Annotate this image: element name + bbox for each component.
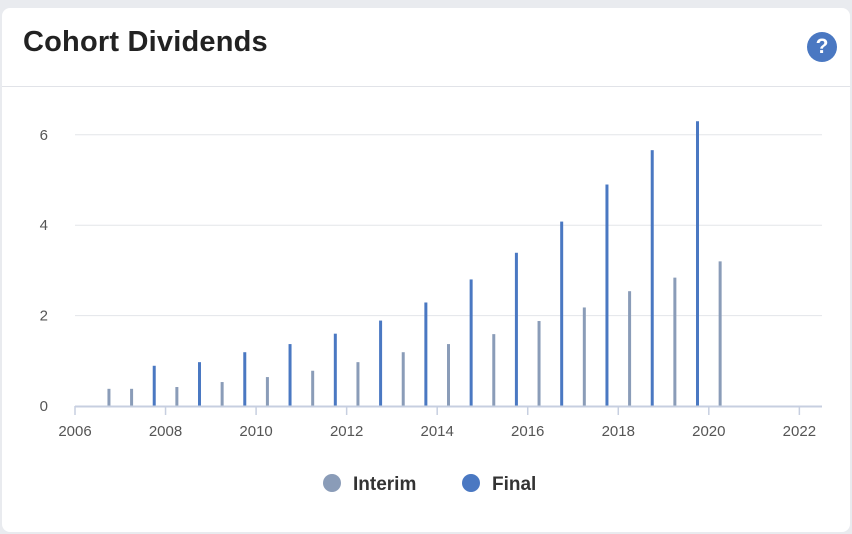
bar-interim (582, 307, 586, 406)
x-axis: 2006 2008 2010 2012 2014 2016 2018 2020 2022 (58, 405, 822, 440)
question-circle-icon[interactable]: ? (807, 32, 837, 62)
bar-final (198, 362, 201, 406)
x-tick-label: 2022 (783, 423, 816, 440)
x-tick-label: 2010 (239, 423, 272, 440)
legend-interim-label[interactable]: Interim (353, 474, 416, 495)
bar-final (469, 279, 473, 406)
bar-final (605, 184, 609, 406)
bar-interim (265, 377, 269, 406)
x-tick-label: 2020 (692, 423, 725, 440)
bar-final (333, 333, 337, 406)
bar-final (243, 352, 247, 406)
bar-interim (628, 291, 632, 406)
x-tick-label: 2016 (511, 423, 544, 440)
bar-interim (673, 277, 677, 406)
x-tick-label: 2018 (602, 423, 635, 440)
bar-interim (311, 370, 315, 406)
legend[interactable]: Interim Final (323, 474, 536, 495)
bar-interim (401, 352, 405, 406)
bar-interim (356, 362, 360, 406)
bars (107, 121, 722, 407)
bar-final (379, 320, 383, 406)
bar-final (424, 302, 428, 406)
y-tick-label: 6 (40, 127, 48, 144)
bar-interim (718, 261, 722, 406)
legend-final-marker (462, 474, 480, 492)
bar-interim (130, 388, 134, 406)
bar-final (514, 252, 518, 406)
bar-interim (537, 321, 541, 406)
x-tick-label: 2014 (420, 423, 453, 440)
bar-interim (220, 382, 224, 406)
x-tick-label: 2012 (330, 423, 363, 440)
y-axis-ticks: 0 2 4 6 (40, 127, 48, 415)
y-tick-label: 0 (40, 398, 48, 415)
bar-final (152, 365, 156, 406)
x-tick-label: 2008 (149, 423, 182, 440)
bar-final (560, 221, 564, 406)
bar-interim (175, 387, 179, 406)
legend-interim-marker (323, 474, 341, 492)
bar-interim (492, 334, 496, 406)
x-tick-label: 2006 (58, 423, 91, 440)
gridlines (75, 134, 822, 317)
page-title: Cohort Dividends (23, 26, 268, 58)
bar-final (696, 121, 699, 407)
bar-final (288, 344, 292, 406)
y-tick-label: 2 (40, 308, 48, 325)
bar-interim (107, 388, 111, 406)
bar-final (650, 150, 654, 406)
legend-final-label[interactable]: Final (492, 474, 536, 495)
bar-interim (447, 344, 450, 406)
card-header: Cohort Dividends ? (2, 8, 850, 87)
y-tick-label: 4 (40, 217, 48, 234)
dividends-card: Cohort Dividends ? (2, 8, 850, 532)
